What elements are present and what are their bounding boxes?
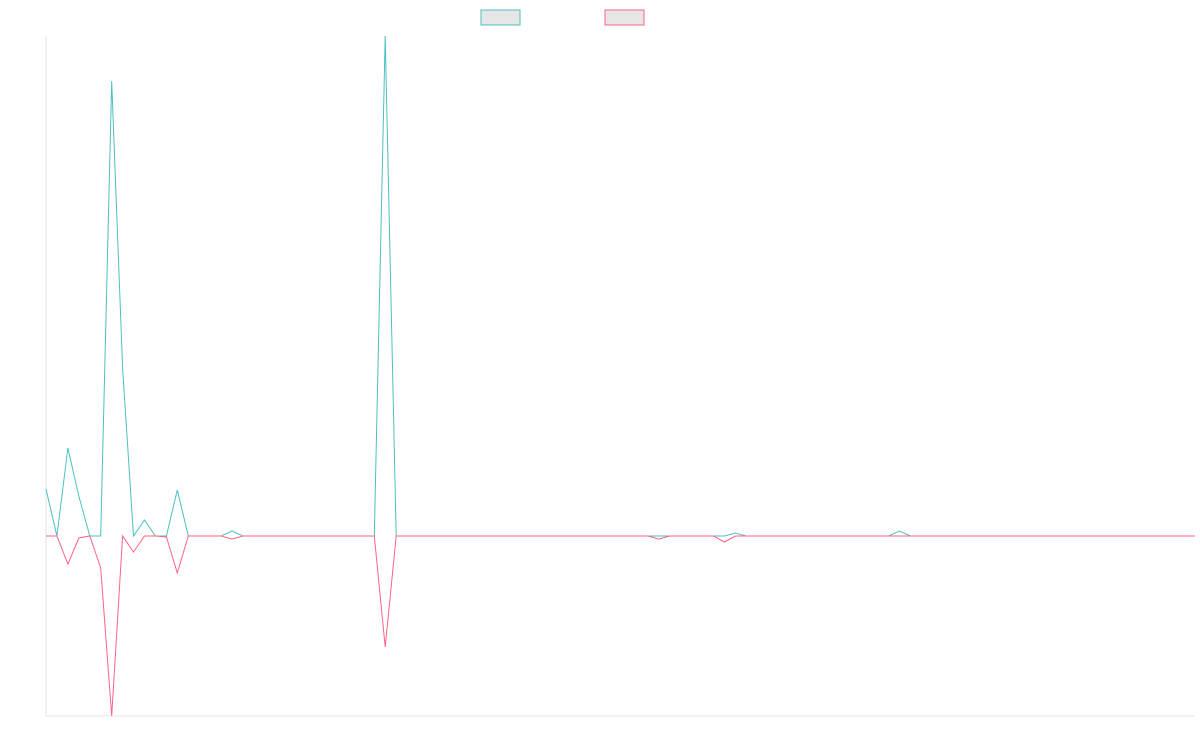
- series-line-2: [46, 534, 1195, 717]
- series-line-1: [45, 35, 1195, 538]
- axes: [45, 36, 1195, 717]
- legend-item-2[interactable]: [604, 9, 645, 26]
- legend-item-1[interactable]: [480, 9, 521, 26]
- legend[interactable]: [480, 9, 645, 26]
- legend-swatch-2[interactable]: [604, 9, 645, 26]
- legend-swatch-1[interactable]: [480, 9, 521, 26]
- series-layer: [45, 35, 1195, 717]
